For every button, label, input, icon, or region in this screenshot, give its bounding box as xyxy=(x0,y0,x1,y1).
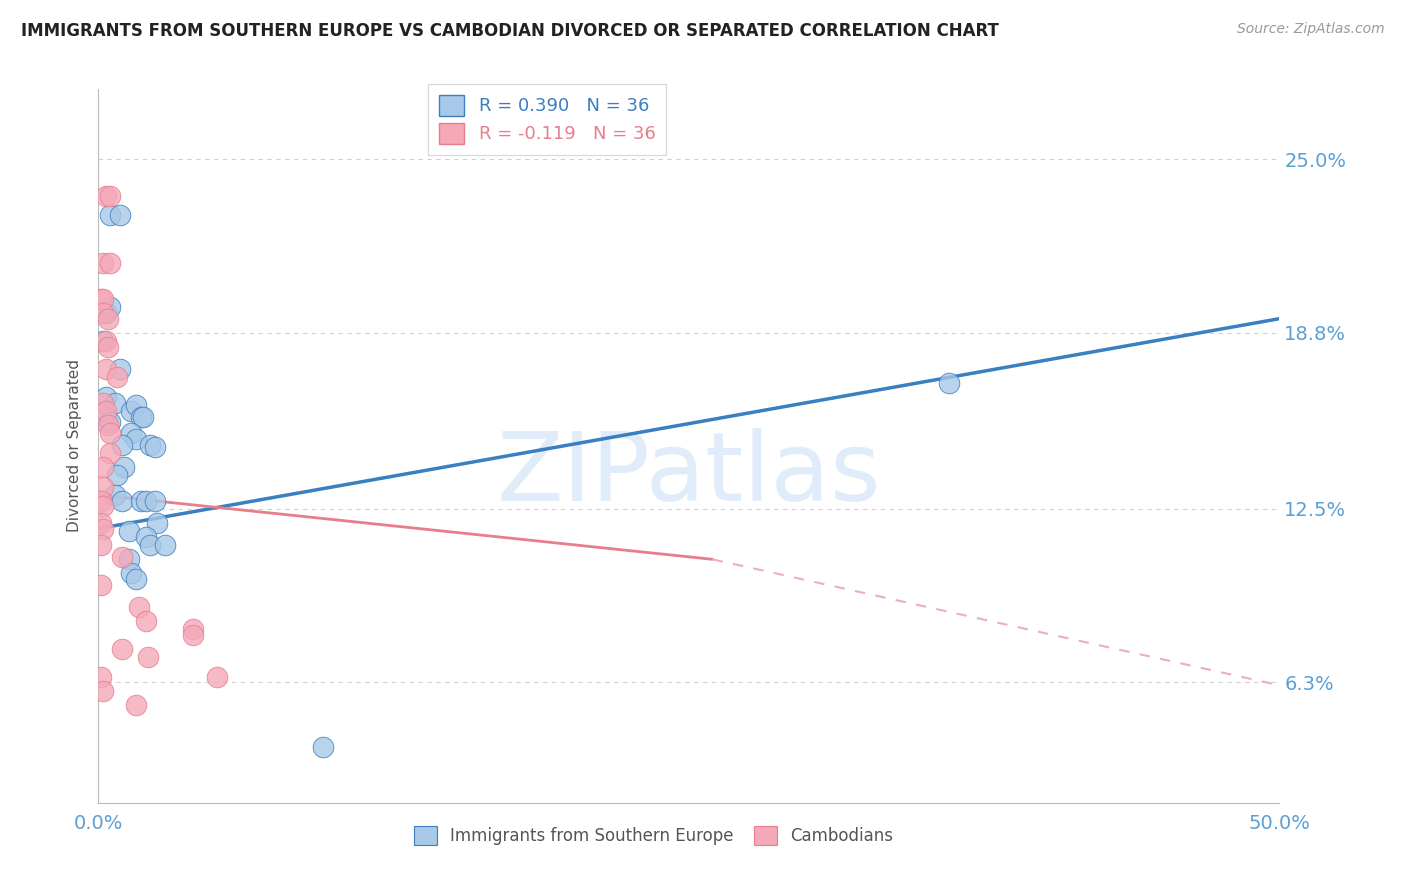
Point xyxy=(91,479,114,493)
Point xyxy=(98,426,121,441)
Point xyxy=(90,670,112,684)
Point xyxy=(91,306,114,320)
Point xyxy=(94,390,117,404)
Point xyxy=(118,552,141,566)
Point xyxy=(94,404,117,418)
Point xyxy=(90,516,112,530)
Point xyxy=(135,614,157,628)
Point xyxy=(94,409,117,424)
Point xyxy=(143,493,166,508)
Point xyxy=(97,340,120,354)
Point xyxy=(98,256,121,270)
Point xyxy=(153,538,176,552)
Point xyxy=(90,577,112,591)
Point xyxy=(125,399,148,413)
Point xyxy=(104,488,127,502)
Point xyxy=(97,417,120,432)
Point xyxy=(90,292,112,306)
Point xyxy=(97,311,120,326)
Point xyxy=(94,188,117,202)
Point xyxy=(146,516,169,530)
Point xyxy=(105,370,128,384)
Point xyxy=(108,208,131,222)
Point xyxy=(181,628,204,642)
Point xyxy=(111,493,134,508)
Text: ZIPatlas: ZIPatlas xyxy=(496,428,882,521)
Point xyxy=(132,409,155,424)
Point xyxy=(121,426,143,441)
Point xyxy=(129,409,152,424)
Text: IMMIGRANTS FROM SOUTHERN EUROPE VS CAMBODIAN DIVORCED OR SEPARATED CORRELATION C: IMMIGRANTS FROM SOUTHERN EUROPE VS CAMBO… xyxy=(21,22,1000,40)
Point xyxy=(94,306,117,320)
Point xyxy=(111,549,134,564)
Point xyxy=(91,395,114,409)
Point xyxy=(104,395,127,409)
Point xyxy=(91,499,114,513)
Legend: Immigrants from Southern Europe, Cambodians: Immigrants from Southern Europe, Cambodi… xyxy=(406,819,900,852)
Point xyxy=(98,188,121,202)
Point xyxy=(108,362,131,376)
Point xyxy=(111,641,134,656)
Point xyxy=(121,404,143,418)
Point xyxy=(125,698,148,712)
Point xyxy=(90,493,112,508)
Point xyxy=(112,460,135,475)
Point xyxy=(91,522,114,536)
Point xyxy=(312,739,335,754)
Point xyxy=(139,437,162,451)
Point xyxy=(98,208,121,222)
Text: Source: ZipAtlas.com: Source: ZipAtlas.com xyxy=(1237,22,1385,37)
Point xyxy=(143,441,166,455)
Point xyxy=(139,538,162,552)
Point xyxy=(90,538,112,552)
Point xyxy=(91,684,114,698)
Point xyxy=(121,566,143,581)
Point xyxy=(125,432,148,446)
Point xyxy=(111,437,134,451)
Point xyxy=(205,670,228,684)
Point xyxy=(98,415,121,429)
Point xyxy=(91,292,114,306)
Point xyxy=(129,493,152,508)
Point xyxy=(135,530,157,544)
Point xyxy=(98,446,121,460)
Point xyxy=(938,376,960,390)
Point xyxy=(136,650,159,665)
Point xyxy=(94,334,117,348)
Point xyxy=(181,622,204,636)
Point xyxy=(91,460,114,475)
Point xyxy=(91,256,114,270)
Point xyxy=(98,301,121,315)
Point xyxy=(91,334,114,348)
Point xyxy=(125,572,148,586)
Point xyxy=(118,524,141,539)
Point xyxy=(94,362,117,376)
Point xyxy=(105,468,128,483)
Y-axis label: Divorced or Separated: Divorced or Separated xyxy=(67,359,83,533)
Point xyxy=(128,599,150,614)
Point xyxy=(135,493,157,508)
